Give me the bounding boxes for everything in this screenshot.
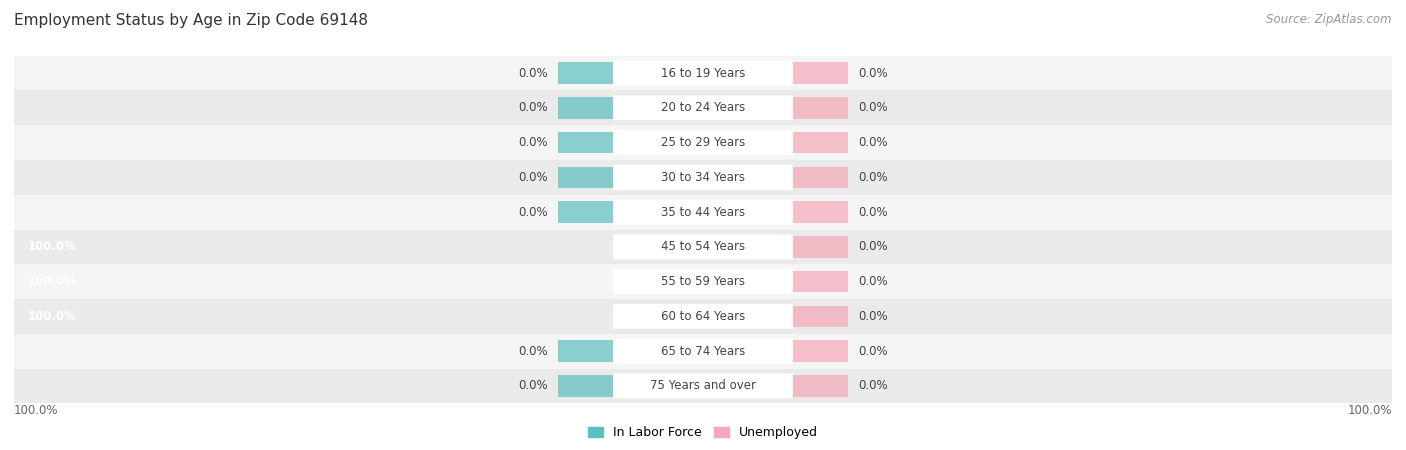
Bar bbox=[793, 236, 848, 258]
Bar bbox=[0, 271, 14, 292]
Bar bbox=[793, 132, 848, 153]
FancyBboxPatch shape bbox=[613, 95, 793, 121]
Bar bbox=[558, 166, 613, 188]
Bar bbox=[793, 97, 848, 119]
Bar bbox=[793, 306, 848, 327]
Text: 16 to 19 Years: 16 to 19 Years bbox=[661, 67, 745, 80]
FancyBboxPatch shape bbox=[613, 61, 793, 86]
Bar bbox=[14, 56, 1392, 90]
Text: 0.0%: 0.0% bbox=[858, 67, 887, 80]
Bar bbox=[793, 201, 848, 223]
Bar bbox=[793, 271, 848, 292]
Text: 65 to 74 Years: 65 to 74 Years bbox=[661, 345, 745, 358]
FancyBboxPatch shape bbox=[613, 374, 793, 398]
Text: 0.0%: 0.0% bbox=[519, 206, 548, 219]
FancyBboxPatch shape bbox=[613, 304, 793, 329]
Text: 0.0%: 0.0% bbox=[519, 171, 548, 184]
Bar bbox=[14, 334, 1392, 369]
Text: 100.0%: 100.0% bbox=[1347, 404, 1392, 417]
Bar bbox=[14, 195, 1392, 230]
Text: 0.0%: 0.0% bbox=[858, 240, 887, 253]
Bar bbox=[14, 369, 1392, 403]
FancyBboxPatch shape bbox=[613, 165, 793, 190]
Text: 0.0%: 0.0% bbox=[858, 379, 887, 392]
Bar bbox=[14, 264, 1392, 299]
Text: 60 to 64 Years: 60 to 64 Years bbox=[661, 310, 745, 323]
FancyBboxPatch shape bbox=[613, 338, 793, 364]
Bar bbox=[793, 166, 848, 188]
Bar bbox=[14, 299, 1392, 334]
Text: Source: ZipAtlas.com: Source: ZipAtlas.com bbox=[1267, 14, 1392, 27]
Text: 0.0%: 0.0% bbox=[858, 101, 887, 114]
Legend: In Labor Force, Unemployed: In Labor Force, Unemployed bbox=[583, 421, 823, 445]
Text: 0.0%: 0.0% bbox=[858, 136, 887, 149]
Bar bbox=[14, 90, 1392, 125]
Bar bbox=[558, 340, 613, 362]
Text: 0.0%: 0.0% bbox=[858, 310, 887, 323]
Text: 0.0%: 0.0% bbox=[519, 67, 548, 80]
Text: 0.0%: 0.0% bbox=[519, 101, 548, 114]
Text: 20 to 24 Years: 20 to 24 Years bbox=[661, 101, 745, 114]
FancyBboxPatch shape bbox=[613, 269, 793, 294]
FancyBboxPatch shape bbox=[613, 130, 793, 155]
Bar bbox=[558, 375, 613, 396]
Text: 0.0%: 0.0% bbox=[858, 206, 887, 219]
Bar bbox=[558, 97, 613, 119]
Text: 75 Years and over: 75 Years and over bbox=[650, 379, 756, 392]
Bar bbox=[558, 63, 613, 84]
Text: 0.0%: 0.0% bbox=[858, 171, 887, 184]
Bar bbox=[14, 160, 1392, 195]
Bar bbox=[0, 236, 14, 258]
Text: 100.0%: 100.0% bbox=[28, 310, 77, 323]
Text: 0.0%: 0.0% bbox=[519, 136, 548, 149]
Bar bbox=[793, 63, 848, 84]
FancyBboxPatch shape bbox=[613, 200, 793, 225]
Bar bbox=[558, 132, 613, 153]
Text: 35 to 44 Years: 35 to 44 Years bbox=[661, 206, 745, 219]
Text: 100.0%: 100.0% bbox=[14, 404, 59, 417]
Bar bbox=[0, 306, 14, 327]
Text: 0.0%: 0.0% bbox=[858, 275, 887, 288]
Text: 45 to 54 Years: 45 to 54 Years bbox=[661, 240, 745, 253]
Bar bbox=[558, 201, 613, 223]
Bar bbox=[793, 375, 848, 396]
Text: 55 to 59 Years: 55 to 59 Years bbox=[661, 275, 745, 288]
Text: 25 to 29 Years: 25 to 29 Years bbox=[661, 136, 745, 149]
Text: 100.0%: 100.0% bbox=[28, 240, 77, 253]
Text: 0.0%: 0.0% bbox=[858, 345, 887, 358]
Bar bbox=[14, 125, 1392, 160]
Bar bbox=[14, 230, 1392, 264]
Text: 0.0%: 0.0% bbox=[519, 379, 548, 392]
FancyBboxPatch shape bbox=[613, 234, 793, 259]
Text: Employment Status by Age in Zip Code 69148: Employment Status by Age in Zip Code 691… bbox=[14, 14, 368, 28]
Text: 30 to 34 Years: 30 to 34 Years bbox=[661, 171, 745, 184]
Text: 100.0%: 100.0% bbox=[28, 275, 77, 288]
Text: 0.0%: 0.0% bbox=[519, 345, 548, 358]
Bar bbox=[793, 340, 848, 362]
